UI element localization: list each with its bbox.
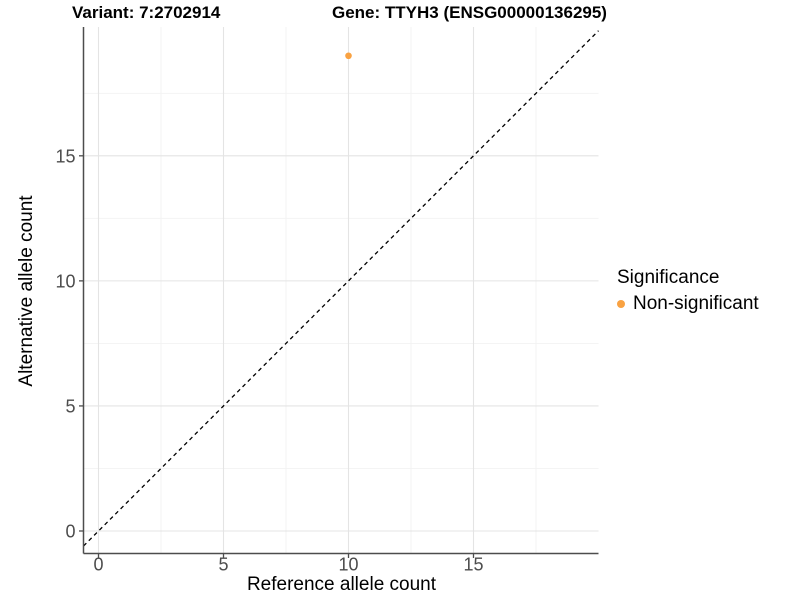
x-tick-label: 5 <box>218 554 228 574</box>
x-axis-title: Reference allele count <box>246 574 437 595</box>
legend-item: Non-significant <box>617 293 759 314</box>
y-tick-label: 15 <box>55 146 75 166</box>
x-tick-label: 0 <box>93 554 103 574</box>
y-tick-label: 10 <box>55 271 75 291</box>
legend-item-label: Non-significant <box>633 293 759 314</box>
y-axis-title: Alternative allele count <box>16 195 37 387</box>
legend: Significance Non-significant <box>617 267 759 314</box>
x-tick-label: 15 <box>463 554 483 574</box>
data-point <box>345 52 352 60</box>
identity-line <box>83 30 599 547</box>
plot-title-gene: Gene: TTYH3 (ENSG00000136295) <box>332 3 607 22</box>
x-tick-label: 10 <box>338 554 358 574</box>
legend-title: Significance <box>617 267 720 288</box>
legend-point-icon <box>617 299 625 308</box>
y-tick-label: 5 <box>65 396 75 416</box>
y-tick-label: 0 <box>65 521 75 541</box>
plot-title-variant: Variant: 7:2702914 <box>72 3 221 22</box>
